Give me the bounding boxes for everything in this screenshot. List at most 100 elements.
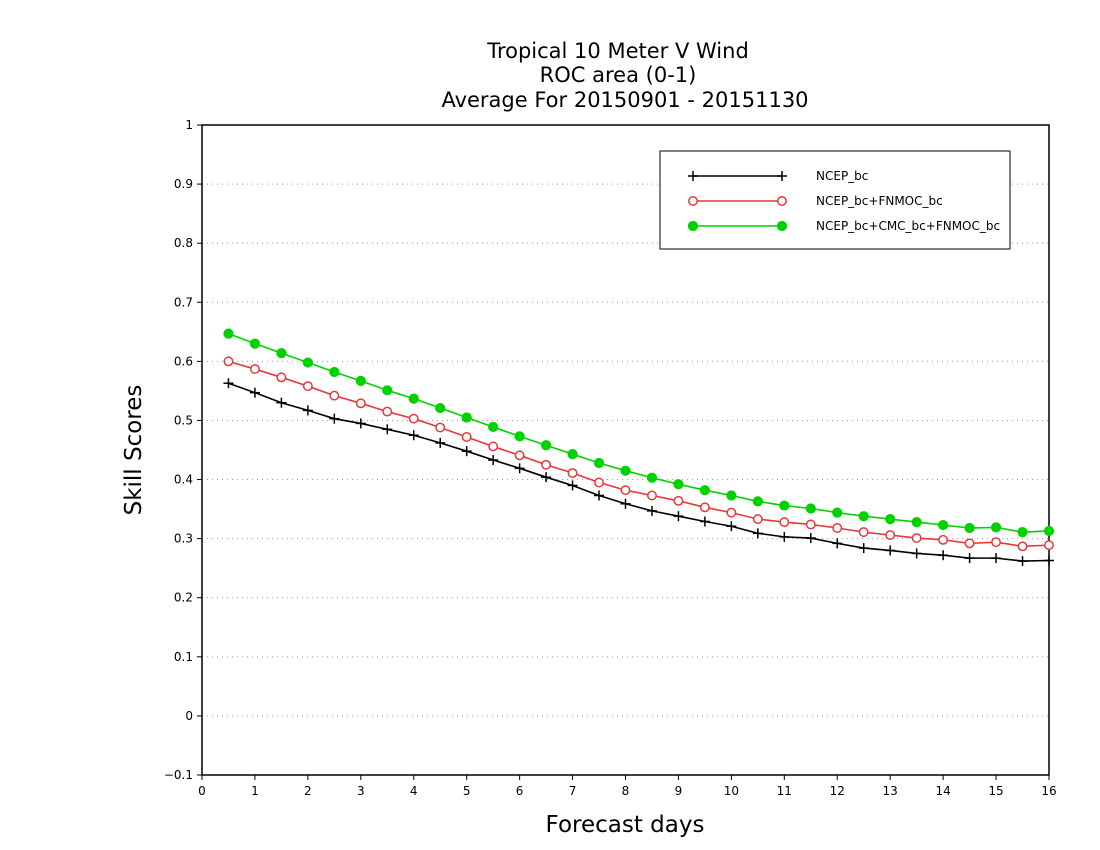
data-point xyxy=(276,347,287,359)
data-point xyxy=(832,538,843,549)
data-point xyxy=(1043,525,1055,537)
data-point xyxy=(461,446,472,457)
data-point xyxy=(302,405,313,416)
data-point xyxy=(858,543,869,554)
x-tick-label: 1 xyxy=(251,784,259,798)
data-point xyxy=(832,523,843,533)
data-point xyxy=(329,413,340,424)
x-tick-label: 4 xyxy=(410,784,418,798)
data-point xyxy=(514,450,525,461)
y-tick-label: 0.9 xyxy=(174,177,193,191)
data-point xyxy=(302,357,313,368)
data-point xyxy=(911,548,922,559)
data-point xyxy=(673,479,684,490)
data-point xyxy=(990,522,1002,533)
data-point xyxy=(938,550,949,561)
data-point xyxy=(249,387,260,398)
data-point xyxy=(964,522,975,534)
y-tick-label: 0.3 xyxy=(174,532,193,546)
data-point xyxy=(991,553,1002,564)
legend-label: NCEP_bc+FNMOC_bc xyxy=(816,194,943,208)
data-point xyxy=(911,533,922,543)
data-point xyxy=(223,378,234,389)
data-point xyxy=(488,441,499,452)
data-point xyxy=(991,537,1002,548)
data-point xyxy=(329,366,340,378)
data-point xyxy=(911,516,922,528)
data-point xyxy=(1017,527,1028,538)
legend-marker xyxy=(776,220,788,232)
series-0 xyxy=(223,378,1054,567)
data-point xyxy=(223,356,234,367)
data-point xyxy=(435,437,446,448)
y-tick-label: 0.7 xyxy=(174,295,193,309)
x-tick-label: 8 xyxy=(622,784,630,798)
data-point xyxy=(540,440,552,451)
data-point xyxy=(858,511,869,522)
data-point xyxy=(594,477,604,488)
data-point xyxy=(461,412,472,423)
data-point xyxy=(752,496,763,507)
data-point xyxy=(646,472,658,483)
data-point xyxy=(276,372,287,383)
data-point xyxy=(382,406,393,417)
legend-label: NCEP_bc xyxy=(816,169,868,183)
data-point xyxy=(302,381,313,392)
data-point xyxy=(249,364,260,374)
data-point xyxy=(461,432,472,442)
data-point xyxy=(726,490,737,501)
data-point xyxy=(699,502,710,513)
data-point xyxy=(646,505,657,516)
legend: NCEP_bc NCEP_bc+FNMOC_bc NCEP_bc+CMC_bc+FN… xyxy=(659,150,1011,250)
data-point xyxy=(488,421,499,433)
data-point xyxy=(620,465,631,476)
data-point xyxy=(541,472,552,483)
series-line xyxy=(228,332,1050,533)
data-point xyxy=(1017,541,1028,552)
data-point xyxy=(647,490,657,501)
data-point xyxy=(620,498,631,509)
x-tick-label: 16 xyxy=(1041,784,1056,798)
data-series xyxy=(223,328,1055,567)
y-tick-label: 0.2 xyxy=(174,591,193,605)
data-point xyxy=(355,375,366,386)
legend-entry: NCEP_bc+FNMOC_bc xyxy=(688,194,943,208)
data-point xyxy=(1044,540,1054,551)
data-point xyxy=(964,553,975,564)
data-point xyxy=(593,457,605,469)
data-point xyxy=(382,385,393,396)
x-tick-label: 5 xyxy=(463,784,471,798)
legend-box xyxy=(659,150,1011,250)
data-point xyxy=(567,468,578,478)
y-tick-label: 0 xyxy=(185,709,193,723)
data-point xyxy=(276,397,287,408)
data-point xyxy=(938,519,949,531)
legend-entry: NCEP_bc+CMC_bc+FNMOC_bc xyxy=(687,219,1000,233)
data-point xyxy=(435,422,446,433)
data-point xyxy=(752,514,763,525)
data-point xyxy=(805,533,816,544)
legend-entry: NCEP_bc xyxy=(688,169,868,183)
data-point xyxy=(514,431,525,442)
series-2 xyxy=(223,328,1055,538)
data-point xyxy=(249,338,261,349)
y-tick-label: 0.8 xyxy=(174,236,193,250)
data-point xyxy=(1044,555,1054,566)
legend-marker xyxy=(688,196,698,206)
data-point xyxy=(885,514,896,525)
x-tick-label: 14 xyxy=(935,784,950,798)
gridlines xyxy=(202,183,1049,717)
data-point xyxy=(673,495,684,506)
legend-marker xyxy=(777,196,787,206)
series-line xyxy=(228,360,1050,548)
legend-marker xyxy=(688,171,698,181)
data-point xyxy=(832,507,843,518)
x-tick-label: 6 xyxy=(516,784,524,798)
x-tick-label: 13 xyxy=(883,784,898,798)
data-point xyxy=(699,485,711,496)
data-point xyxy=(620,485,631,496)
x-tick-label: 3 xyxy=(357,784,365,798)
data-point xyxy=(858,527,869,538)
data-point xyxy=(355,418,366,429)
